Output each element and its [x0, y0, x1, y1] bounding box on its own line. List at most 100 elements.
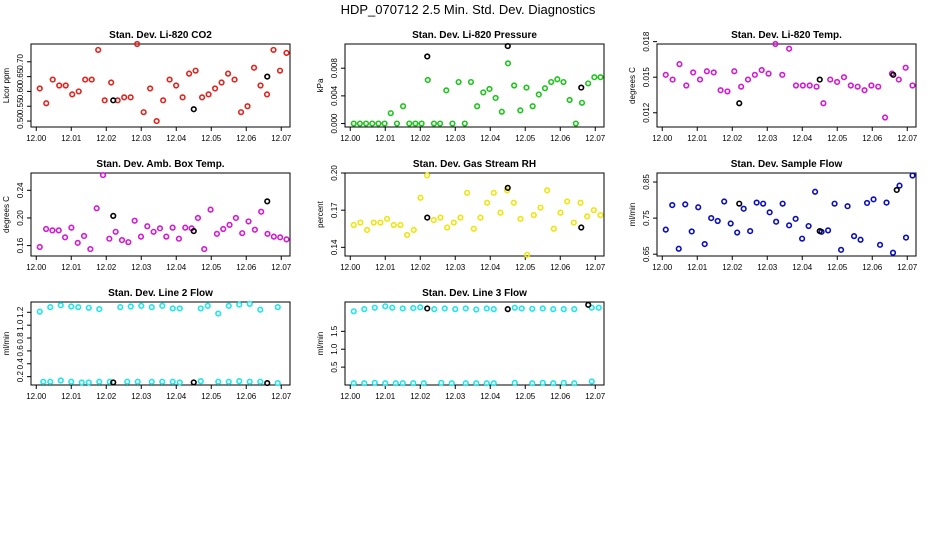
plot-frame [344, 301, 605, 386]
data-point [535, 91, 542, 98]
x-tick-label: 12.03 [445, 134, 466, 143]
data-point [744, 76, 752, 83]
data-point [95, 46, 102, 54]
data-point [682, 201, 689, 208]
chart-panel-2: Stan. Dev. Li-820 Pressure kPa 0.000 0.004 0… [316, 30, 606, 143]
data-point [159, 378, 166, 385]
data-point [717, 87, 724, 94]
x-tick-label: 12.01 [375, 263, 396, 272]
highlight-point [504, 184, 511, 191]
data-point [169, 305, 176, 312]
y-tick-label: 0.50 [16, 113, 25, 129]
x-tick-label: 12.02 [410, 263, 431, 272]
y-tick-label: 1.2 [16, 306, 25, 318]
y-tick-label: 1.5 [330, 325, 339, 337]
chart-title: Stan. Dev. Gas Stream RH [413, 159, 536, 170]
data-point [585, 80, 592, 87]
x-tick-label: 12.07 [585, 134, 606, 143]
data-point [160, 97, 167, 104]
data-point [49, 76, 56, 83]
data-point [144, 223, 151, 230]
x-tick-label: 12.05 [515, 134, 536, 143]
data-point [390, 221, 397, 229]
highlight-point [190, 228, 197, 235]
data-point [264, 230, 271, 237]
x-tick-label: 12.02 [96, 392, 117, 401]
data-point [194, 214, 202, 222]
data-point [539, 379, 546, 386]
highlight-point [424, 53, 431, 60]
data-point [117, 304, 124, 311]
data-point [486, 85, 493, 93]
data-point [473, 380, 480, 387]
data-point [231, 76, 238, 83]
data-point [127, 303, 134, 310]
data-point [276, 67, 284, 74]
data-point [464, 189, 471, 196]
data-point [517, 107, 524, 114]
data-point [277, 234, 284, 241]
x-tick-label: 12.01 [61, 263, 82, 272]
x-tick-label: 12.07 [897, 134, 918, 143]
data-point [541, 85, 549, 92]
data-point [584, 213, 591, 220]
data-point [455, 78, 462, 86]
data-point [80, 232, 88, 240]
data-point [377, 219, 384, 226]
y-tick-label: 0.60 [16, 83, 25, 99]
data-point [734, 229, 741, 236]
data-point [397, 221, 404, 229]
data-point [530, 212, 537, 219]
data-point [173, 82, 180, 89]
data-point [688, 228, 695, 235]
x-tick-label: 12.00 [652, 134, 673, 143]
y-axis-label: kPa [316, 78, 325, 92]
data-point [417, 304, 424, 311]
y-axis-label: ml/min [316, 332, 325, 356]
y-tick-label: 0.65 [16, 68, 25, 84]
data-point [537, 204, 544, 211]
plot-frame [344, 172, 605, 257]
data-point [909, 82, 916, 89]
x-tick-label: 12.01 [375, 392, 396, 401]
data-point [902, 64, 909, 71]
y-tick-label: 0.55 [16, 98, 25, 114]
data-point [571, 306, 578, 313]
highlight-point [890, 71, 897, 78]
data-point [148, 378, 155, 385]
data-point [490, 380, 497, 387]
data-point [510, 199, 517, 206]
data-point [239, 230, 246, 237]
y-tick-label: 0.000 [330, 113, 339, 134]
data-point [57, 302, 64, 309]
y-tick-label: 0.2 [16, 371, 25, 383]
data-point [36, 85, 43, 92]
data-point [669, 202, 676, 209]
data-point [140, 109, 147, 116]
highlight-point [110, 379, 117, 386]
data-point [42, 225, 50, 233]
data-point [578, 99, 586, 106]
x-tick-label: 12.01 [61, 392, 82, 401]
data-point [127, 94, 134, 101]
x-tick-label: 12.05 [201, 392, 222, 401]
data-point [418, 120, 425, 127]
highlight-point [190, 379, 197, 386]
data-point [676, 61, 683, 68]
data-point [850, 233, 858, 240]
data-point [550, 306, 557, 313]
x-tick-label: 12.06 [862, 134, 883, 143]
data-point [896, 182, 903, 189]
data-point [350, 120, 357, 127]
data-point [169, 378, 176, 385]
y-tick-label: 0.20 [16, 210, 25, 226]
data-point [669, 76, 676, 83]
data-point [571, 380, 578, 387]
y-axis-label: Licor ppm [2, 68, 11, 103]
x-tick-label: 12.01 [61, 134, 82, 143]
x-tick-label: 12.05 [201, 134, 222, 143]
data-point [393, 120, 401, 127]
x-tick-label: 12.07 [271, 134, 292, 143]
x-tick-label: 12.04 [480, 134, 501, 143]
data-point [166, 76, 173, 83]
